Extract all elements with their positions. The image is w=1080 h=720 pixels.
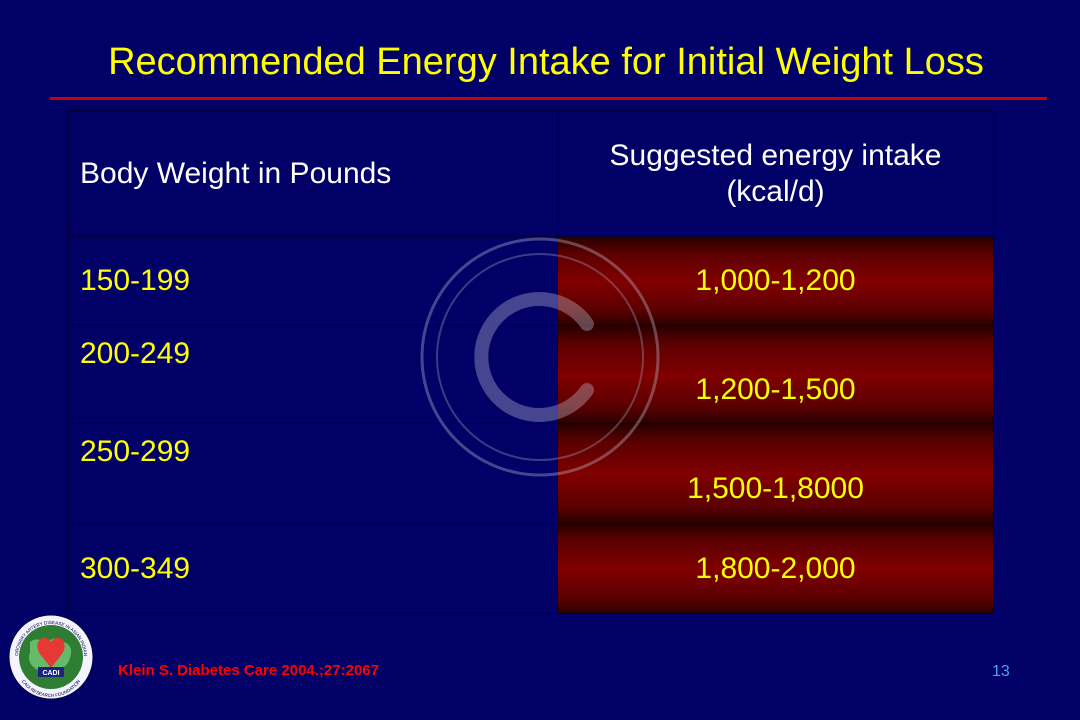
- intake-cell: 1,000-1,200: [557, 236, 994, 326]
- intake-cell: 1,800-2,000: [557, 523, 994, 614]
- weight-cell: 200-249: [68, 325, 558, 424]
- table-header-row: Body Weight in Pounds Suggested energy i…: [68, 110, 994, 237]
- header-energy-intake-line2: (kcal/d): [726, 174, 825, 208]
- weight-cell: 250-299: [68, 423, 558, 524]
- weight-cell: 300-349: [68, 523, 558, 614]
- header-body-weight: Body Weight in Pounds: [68, 110, 558, 237]
- weight-cell: 150-199: [68, 236, 558, 326]
- citation: Klein S. Diabetes Care 2004.;27:2067: [118, 662, 379, 679]
- energy-intake-table: Body Weight in Pounds Suggested energy i…: [68, 110, 994, 614]
- table-row: 200-249 1,200-1,500: [68, 325, 994, 424]
- table-row: 250-299 1,500-1,8000: [68, 423, 994, 524]
- header-energy-intake: Suggested energy intake (kcal/d): [557, 110, 994, 237]
- cadi-logo-icon: CADI CORONARY ARTERY DISEASE IN ASIAN IN…: [8, 612, 94, 700]
- page-number: 13: [992, 663, 1010, 680]
- slide-title: Recommended Energy Intake for Initial We…: [108, 41, 984, 83]
- header-energy-intake-line1: Suggested energy intake: [609, 138, 942, 172]
- table-row: 300-349 1,800-2,000: [68, 523, 994, 614]
- logo-center-text: CADI: [42, 670, 59, 677]
- intake-cell: 1,500-1,8000: [557, 423, 994, 524]
- title-underline: [50, 97, 1047, 100]
- intake-cell: 1,200-1,500: [557, 325, 994, 424]
- table-row: 150-199 1,000-1,200: [68, 236, 994, 326]
